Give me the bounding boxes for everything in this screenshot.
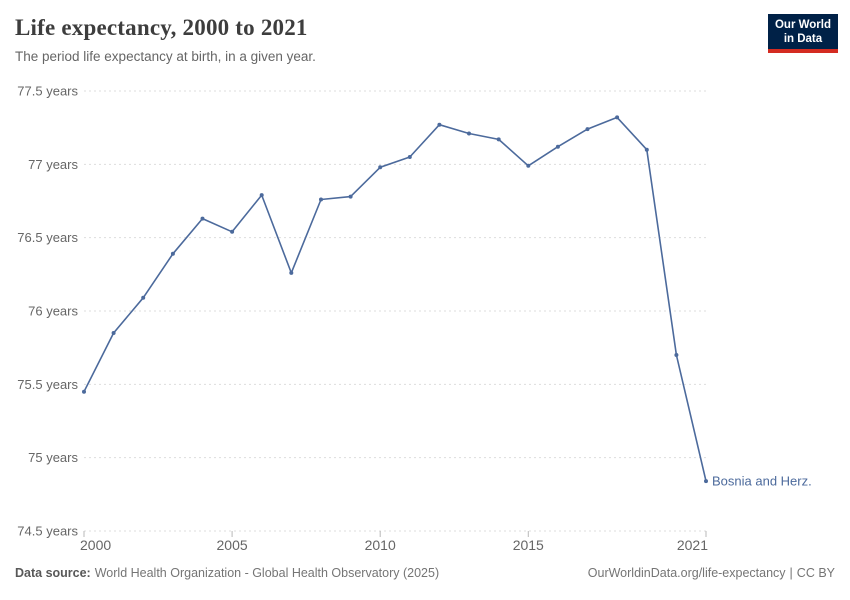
data-source-value: World Health Organization - Global Healt…	[94, 566, 440, 580]
y-tick-label: 75.5 years	[17, 377, 78, 392]
y-axis: 77.5 years 77 years 76.5 years 76 years 75.5…	[17, 84, 708, 539]
x-tick-label: 2021	[677, 537, 708, 553]
x-tick-label: 2015	[513, 537, 544, 553]
y-tick-label: 77 years	[28, 157, 78, 172]
x-tick-label: 2010	[365, 537, 396, 553]
y-tick-label: 74.5 years	[17, 524, 78, 539]
owid-logo-line1: Our World	[774, 19, 831, 31]
owid-logo[interactable]: Our World in Data	[767, 14, 838, 53]
y-tick-label: 76 years	[28, 304, 78, 319]
chart-footer: Data source: World Health Organization - …	[15, 566, 835, 580]
page-title: Life expectancy, 2000 to 2021	[15, 15, 308, 40]
owid-link[interactable]: OurWorldinData.org/life-expectancy	[587, 566, 786, 580]
attribution-divider: |	[789, 566, 793, 580]
x-axis: 2000 2005 2010 2015 2021	[80, 531, 708, 553]
data-source: Data source: World Health Organization - …	[15, 566, 439, 580]
data-source-label: Data source:	[15, 566, 91, 580]
series-end-label[interactable]: Bosnia and Herz.	[712, 474, 812, 489]
chart-header: Life expectancy, 2000 to 2021 The period…	[0, 0, 850, 64]
y-tick-label: 76.5 years	[17, 230, 78, 245]
license-label: CC BY	[796, 566, 835, 580]
page-subtitle: The period life expectancy at birth, in …	[15, 49, 316, 64]
y-tick-label: 77.5 years	[17, 84, 78, 99]
attribution: OurWorldinData.org/life-expectancy | CC BY	[588, 566, 835, 580]
x-tick-label: 2005	[217, 537, 248, 553]
x-tick-label: 2000	[80, 537, 111, 553]
y-tick-label: 75 years	[28, 450, 78, 465]
owid-logo-line2: in Data	[783, 33, 823, 45]
series-markers	[82, 115, 708, 484]
line-chart[interactable]: 77.5 years 77 years 76.5 years 76 years 75.5…	[0, 80, 850, 558]
series-line	[83, 116, 707, 482]
